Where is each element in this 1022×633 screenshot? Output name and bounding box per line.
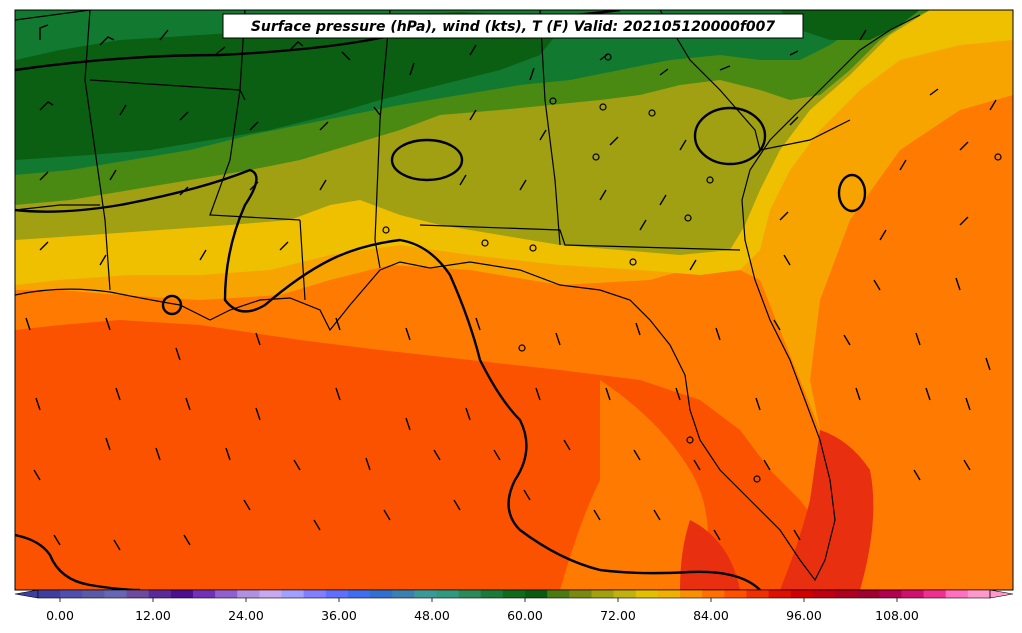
title-box: Surface pressure (hPa), wind (kts), T (F…	[222, 13, 804, 39]
colorbar-swatch	[347, 590, 371, 598]
colorbar-swatch	[657, 590, 681, 598]
colorbar-swatch	[215, 590, 238, 598]
temperature-band-orange-west	[560, 380, 708, 590]
colorbar-swatch	[901, 590, 925, 598]
colorbar-swatch	[370, 590, 393, 598]
colorbar-swatch	[525, 590, 548, 598]
colorbar-swatch	[60, 590, 83, 598]
colorbar-tick-label: 96.00	[786, 608, 822, 623]
colorbar-swatch	[104, 590, 128, 598]
colorbar-swatch	[392, 590, 415, 598]
colorbar-swatch	[857, 590, 880, 598]
colorbar-swatch	[923, 590, 947, 598]
colorbar-swatch	[680, 590, 703, 598]
colorbar-swatch	[702, 590, 725, 598]
colorbar-swatch	[126, 590, 150, 598]
temperature-band-dark-green-east	[780, 10, 920, 40]
map-panel	[15, 10, 1013, 590]
colorbar-swatch	[724, 590, 747, 598]
colorbar-swatch	[82, 590, 105, 598]
colorbar-swatch	[170, 590, 194, 598]
colorbar-tick-label: 72.00	[600, 608, 636, 623]
colorbar-swatch	[414, 590, 438, 598]
colorbar-swatch	[879, 590, 902, 598]
colorbar-swatch	[835, 590, 858, 598]
colorbar-swatch	[259, 590, 283, 598]
colorbar-tick-label: 84.00	[693, 608, 729, 623]
colorbar-swatch	[325, 590, 349, 598]
colorbar-extend-high	[989, 589, 1014, 599]
colorbar-swatch	[502, 590, 526, 598]
colorbar-outline	[37, 589, 991, 599]
colorbar-swatch	[547, 590, 570, 598]
colorbar-swatch	[812, 590, 836, 598]
map-title: Surface pressure (hPa), wind (kts), T (F…	[251, 19, 776, 35]
colorbar-swatch	[303, 590, 327, 598]
colorbar-swatch	[967, 590, 991, 598]
colorbar-tick-label: 36.00	[321, 608, 357, 623]
colorbar-swatch	[480, 590, 504, 598]
colorbar-swatch	[591, 590, 615, 598]
colorbar-swatch	[192, 590, 216, 598]
colorbar-swatch	[945, 590, 969, 598]
colorbar-tick-label: 0.00	[46, 608, 74, 623]
colorbar-swatch	[458, 590, 482, 598]
colorbar-swatch	[237, 590, 260, 598]
colorbar-swatch	[281, 590, 305, 598]
calm-wind-circles	[382, 53, 1002, 483]
wind-barbs	[25, 24, 997, 551]
colorbar-swatch	[768, 590, 792, 598]
colorbar-swatch	[613, 590, 637, 598]
colorbar-ticks: 0.00 12.00 24.00 36.00 48.00 60.00 72.00 84.00 9…	[46, 598, 919, 623]
colorbar-swatch	[148, 590, 172, 598]
colorbar-swatch	[746, 590, 770, 598]
colorbar-tick-label: 24.00	[228, 608, 264, 623]
colorbar-tick-label: 60.00	[507, 608, 543, 623]
temperature-band-green-nw	[15, 10, 120, 45]
colorbar-tick-label: 48.00	[414, 608, 450, 623]
colorbar-swatch	[436, 590, 460, 598]
colorbar-tick-label: 108.00	[875, 608, 919, 623]
colorbar	[14, 589, 1014, 599]
colorbar-extend-low	[14, 589, 39, 599]
colorbar-swatch	[790, 590, 814, 598]
temperature-band-dark-green	[15, 12, 560, 160]
colorbar-swatch	[569, 590, 592, 598]
temperature-band-red	[780, 430, 874, 590]
colorbar-swatch	[635, 590, 659, 598]
colorbar-swatch	[38, 590, 61, 598]
colorbar-tick-label: 12.00	[135, 608, 171, 623]
